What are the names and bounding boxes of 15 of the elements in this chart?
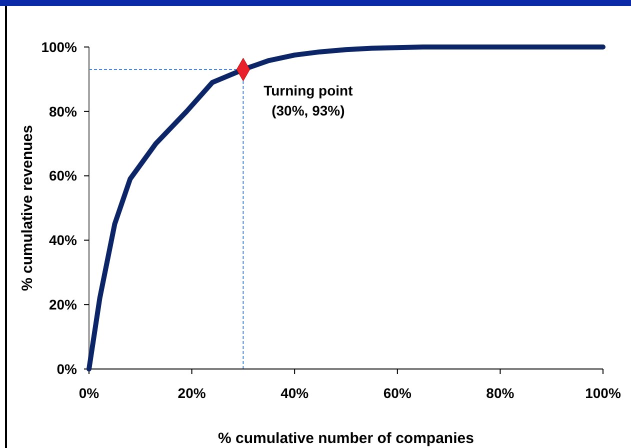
x-tick-label: 60% (383, 385, 412, 401)
x-tick-label: 80% (486, 385, 515, 401)
y-tick-label: 60% (48, 168, 78, 184)
x-tick-label: 20% (178, 385, 206, 401)
y-tick-label: 80% (48, 103, 78, 120)
y-tick-label: 20% (48, 296, 78, 312)
x-tick-label: 100% (585, 385, 622, 401)
y-axis-title: % cumulative revenues (19, 125, 36, 291)
x-tick-label: 0% (78, 385, 100, 401)
x-tick-label: 40% (280, 385, 310, 401)
x-axis-title: % cumulative number of companies (218, 430, 474, 447)
y-tick-label: 40% (48, 232, 78, 248)
y-tick-label: 100% (41, 38, 78, 55)
annotation: Turning point (30%, 93%) (264, 82, 354, 119)
y-tick-label: 0% (56, 360, 78, 377)
